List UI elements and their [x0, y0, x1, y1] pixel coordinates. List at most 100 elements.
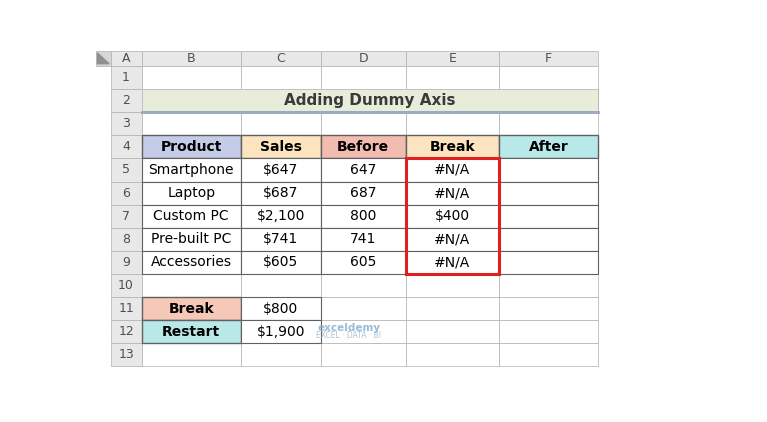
- Bar: [110, 205, 142, 228]
- Text: $687: $687: [263, 186, 298, 200]
- Bar: [499, 343, 598, 366]
- Bar: [406, 205, 499, 228]
- Bar: [142, 205, 241, 228]
- Bar: [110, 228, 142, 251]
- Bar: [406, 112, 499, 135]
- Text: 687: 687: [350, 186, 377, 200]
- Bar: [142, 135, 241, 158]
- Bar: [321, 274, 406, 297]
- Bar: [241, 205, 321, 228]
- Bar: [499, 297, 598, 320]
- Bar: [241, 135, 321, 158]
- Bar: [406, 66, 499, 89]
- Text: $2,100: $2,100: [256, 209, 305, 223]
- Bar: [321, 343, 406, 366]
- Text: EXCEL · DATA · BI: EXCEL · DATA · BI: [317, 331, 381, 341]
- Bar: [406, 158, 499, 181]
- Bar: [110, 343, 142, 366]
- Bar: [499, 251, 598, 274]
- Bar: [499, 181, 598, 205]
- Bar: [321, 205, 406, 228]
- Text: 11: 11: [118, 302, 134, 315]
- Bar: [499, 274, 598, 297]
- Bar: [241, 228, 321, 251]
- Bar: [142, 158, 241, 181]
- Bar: [142, 205, 241, 228]
- Text: Sales: Sales: [260, 140, 301, 154]
- Bar: [499, 89, 598, 112]
- Bar: [406, 251, 499, 274]
- Text: D: D: [358, 52, 368, 65]
- Bar: [499, 181, 598, 205]
- Bar: [321, 112, 406, 135]
- Bar: [110, 112, 142, 135]
- Bar: [321, 66, 406, 89]
- Bar: [142, 89, 241, 112]
- Text: Before: Before: [337, 140, 390, 154]
- Bar: [110, 66, 142, 89]
- Text: 7: 7: [122, 210, 130, 223]
- Bar: [321, 228, 406, 251]
- Text: #N/A: #N/A: [434, 186, 470, 200]
- Bar: [241, 158, 321, 181]
- Bar: [241, 297, 321, 320]
- Bar: [142, 320, 241, 343]
- Bar: [406, 251, 499, 274]
- Text: 5: 5: [122, 163, 130, 176]
- Text: Break: Break: [430, 140, 476, 154]
- Bar: [499, 51, 598, 66]
- Bar: [110, 251, 142, 274]
- Bar: [499, 112, 598, 135]
- Bar: [142, 228, 241, 251]
- Text: After: After: [528, 140, 568, 154]
- Bar: [96, 51, 110, 66]
- Text: Custom PC: Custom PC: [153, 209, 229, 223]
- Bar: [321, 205, 406, 228]
- Text: 12: 12: [118, 325, 134, 338]
- Text: 10: 10: [118, 279, 134, 292]
- Bar: [406, 181, 499, 205]
- Bar: [406, 158, 499, 274]
- Bar: [499, 135, 598, 158]
- Bar: [321, 181, 406, 205]
- Text: 2: 2: [122, 94, 130, 107]
- Text: $647: $647: [263, 163, 298, 177]
- Bar: [241, 89, 321, 112]
- Text: 4: 4: [122, 141, 130, 153]
- Bar: [142, 51, 241, 66]
- Bar: [241, 320, 321, 343]
- Text: 605: 605: [350, 255, 377, 269]
- Bar: [142, 181, 241, 205]
- Bar: [321, 158, 406, 181]
- Bar: [241, 66, 321, 89]
- Bar: [110, 89, 142, 112]
- Text: E: E: [449, 52, 456, 65]
- Bar: [406, 89, 499, 112]
- Bar: [142, 274, 241, 297]
- Bar: [241, 158, 321, 181]
- Bar: [321, 181, 406, 205]
- Text: Smartphone: Smartphone: [149, 163, 234, 177]
- Bar: [110, 297, 142, 320]
- Bar: [110, 158, 142, 181]
- Text: 1: 1: [122, 71, 130, 84]
- Bar: [142, 320, 241, 343]
- Text: $800: $800: [263, 302, 298, 316]
- Text: 800: 800: [350, 209, 377, 223]
- Text: #N/A: #N/A: [434, 232, 470, 246]
- Text: 647: 647: [350, 163, 377, 177]
- Text: 3: 3: [122, 117, 130, 130]
- Text: B: B: [187, 52, 196, 65]
- Bar: [499, 205, 598, 228]
- Bar: [241, 181, 321, 205]
- Bar: [241, 251, 321, 274]
- Bar: [142, 251, 241, 274]
- Bar: [499, 320, 598, 343]
- Bar: [499, 135, 598, 158]
- Bar: [142, 181, 241, 205]
- Bar: [321, 89, 406, 112]
- Bar: [142, 343, 241, 366]
- Text: 9: 9: [122, 256, 130, 269]
- Bar: [142, 228, 241, 251]
- Text: Break: Break: [169, 302, 214, 316]
